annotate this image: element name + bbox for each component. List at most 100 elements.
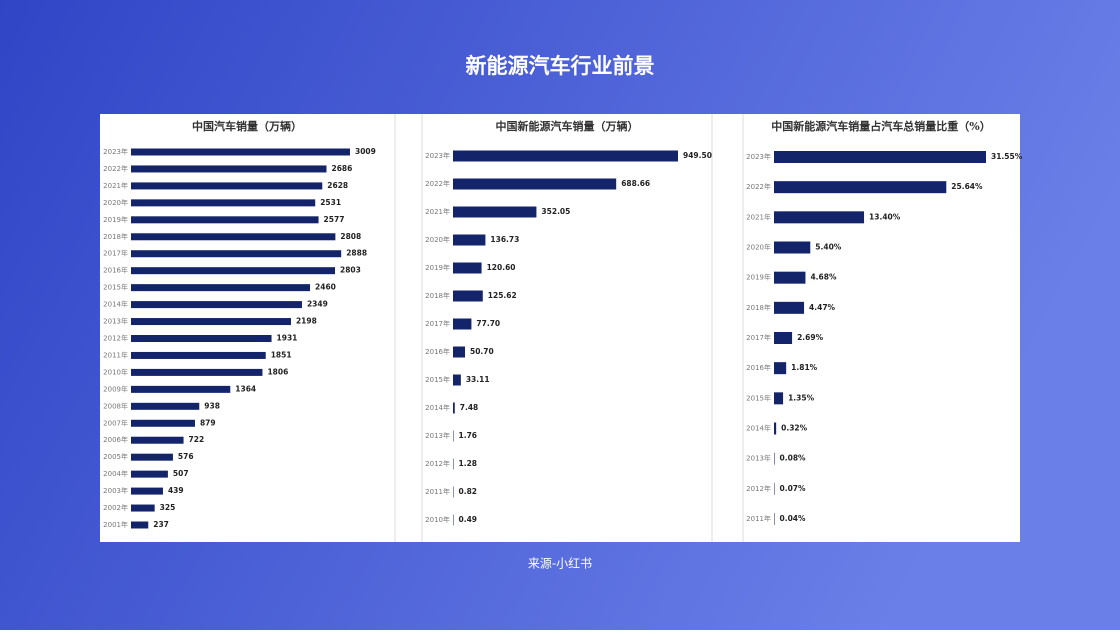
y-tick-label: 2011年 xyxy=(425,487,450,496)
bar xyxy=(131,182,323,190)
data-label: 120.60 xyxy=(487,263,516,272)
bar xyxy=(131,284,311,292)
data-label: 1.28 xyxy=(459,459,478,468)
y-tick-label: 2013年 xyxy=(746,454,771,463)
bar xyxy=(774,271,806,284)
y-tick-label: 2017年 xyxy=(103,249,128,258)
y-tick-label: 2020年 xyxy=(746,243,771,252)
bar xyxy=(131,199,316,207)
bar xyxy=(453,402,455,414)
bar xyxy=(131,453,173,461)
data-label: 0.04% xyxy=(780,514,807,523)
data-label: 13.40% xyxy=(869,212,901,221)
bar xyxy=(131,351,266,359)
data-label: 25.64% xyxy=(951,182,983,191)
data-label: 439 xyxy=(168,486,184,495)
bar xyxy=(774,151,986,163)
y-tick-label: 2021年 xyxy=(425,207,450,216)
y-tick-label: 2011年 xyxy=(103,350,128,359)
y-tick-label: 2016年 xyxy=(425,347,450,356)
y-tick-label: 2004年 xyxy=(103,469,128,478)
y-tick-label: 2016年 xyxy=(103,266,128,275)
bar xyxy=(131,318,291,326)
data-label: 1806 xyxy=(267,367,288,376)
bar xyxy=(131,521,149,529)
bar xyxy=(453,486,454,498)
y-tick-label: 2018年 xyxy=(746,303,771,312)
bar xyxy=(774,392,784,405)
data-label: 136.73 xyxy=(490,235,519,244)
data-label: 1931 xyxy=(277,334,298,343)
bar xyxy=(131,419,195,427)
y-tick-label: 2019年 xyxy=(425,263,450,272)
y-tick-label: 2003年 xyxy=(103,486,128,495)
y-tick-label: 2022年 xyxy=(103,164,128,173)
bar xyxy=(774,513,775,525)
bar xyxy=(774,301,805,314)
data-label: 4.47% xyxy=(809,303,836,312)
y-tick-label: 2014年 xyxy=(746,424,771,433)
y-tick-label: 2019年 xyxy=(103,215,128,224)
data-label: 33.11 xyxy=(466,375,490,384)
y-tick-label: 2001年 xyxy=(103,520,128,529)
bar xyxy=(453,514,454,526)
data-label: 31.55% xyxy=(991,152,1023,161)
bar xyxy=(131,385,231,393)
y-tick-label: 2006年 xyxy=(103,435,128,444)
y-tick-label: 2016年 xyxy=(746,363,771,372)
y-tick-label: 2020年 xyxy=(103,198,128,207)
y-tick-label: 2017年 xyxy=(746,333,771,342)
data-label: 325 xyxy=(160,503,176,512)
data-label: 2628 xyxy=(327,181,348,190)
bar xyxy=(453,374,461,386)
y-tick-label: 2020年 xyxy=(425,235,450,244)
data-label: 576 xyxy=(178,452,194,461)
bar xyxy=(131,402,200,410)
data-label: 2808 xyxy=(340,232,361,241)
bar xyxy=(131,301,302,309)
y-tick-label: 2002年 xyxy=(103,503,128,512)
bar xyxy=(131,148,350,156)
y-tick-label: 2010年 xyxy=(425,515,450,524)
data-label: 2.69% xyxy=(797,333,824,342)
bar xyxy=(774,211,865,224)
y-tick-label: 2015年 xyxy=(746,393,771,402)
data-label: 507 xyxy=(173,469,189,478)
bar xyxy=(453,178,617,190)
bar xyxy=(774,452,775,465)
y-tick-label: 2014年 xyxy=(425,403,450,412)
data-label: 4.68% xyxy=(810,273,837,282)
data-label: 0.82 xyxy=(459,487,478,496)
bar xyxy=(453,318,472,330)
y-tick-label: 2012年 xyxy=(103,334,128,343)
bar xyxy=(131,487,163,495)
data-label: 2803 xyxy=(340,266,361,275)
y-tick-label: 2015年 xyxy=(103,283,128,292)
data-label: 2888 xyxy=(346,249,367,258)
bar xyxy=(453,346,466,358)
bar xyxy=(131,165,327,173)
bar xyxy=(453,458,454,470)
bar xyxy=(131,470,168,478)
data-label: 237 xyxy=(153,520,169,529)
chart-title: 中国汽车销量（万辆） xyxy=(192,119,302,133)
y-tick-label: 2013年 xyxy=(425,431,450,440)
bar xyxy=(774,241,811,254)
y-tick-label: 2010年 xyxy=(103,367,128,376)
y-tick-label: 2023年 xyxy=(425,151,450,160)
y-tick-label: 2005年 xyxy=(103,452,128,461)
data-label: 938 xyxy=(204,401,220,410)
data-label: 0.49 xyxy=(459,515,478,524)
bar xyxy=(131,335,272,342)
data-label: 0.08% xyxy=(780,454,807,463)
bar xyxy=(774,482,775,495)
chart-title: 中国新能源汽车销量占汽车总销量比重（%） xyxy=(771,119,990,133)
data-label: 125.62 xyxy=(488,291,517,300)
data-label: 1.81% xyxy=(791,363,818,372)
y-tick-label: 2012年 xyxy=(746,484,771,493)
data-label: 688.66 xyxy=(621,179,650,188)
data-label: 3009 xyxy=(355,147,376,156)
data-label: 722 xyxy=(189,435,205,444)
bar xyxy=(774,332,793,344)
